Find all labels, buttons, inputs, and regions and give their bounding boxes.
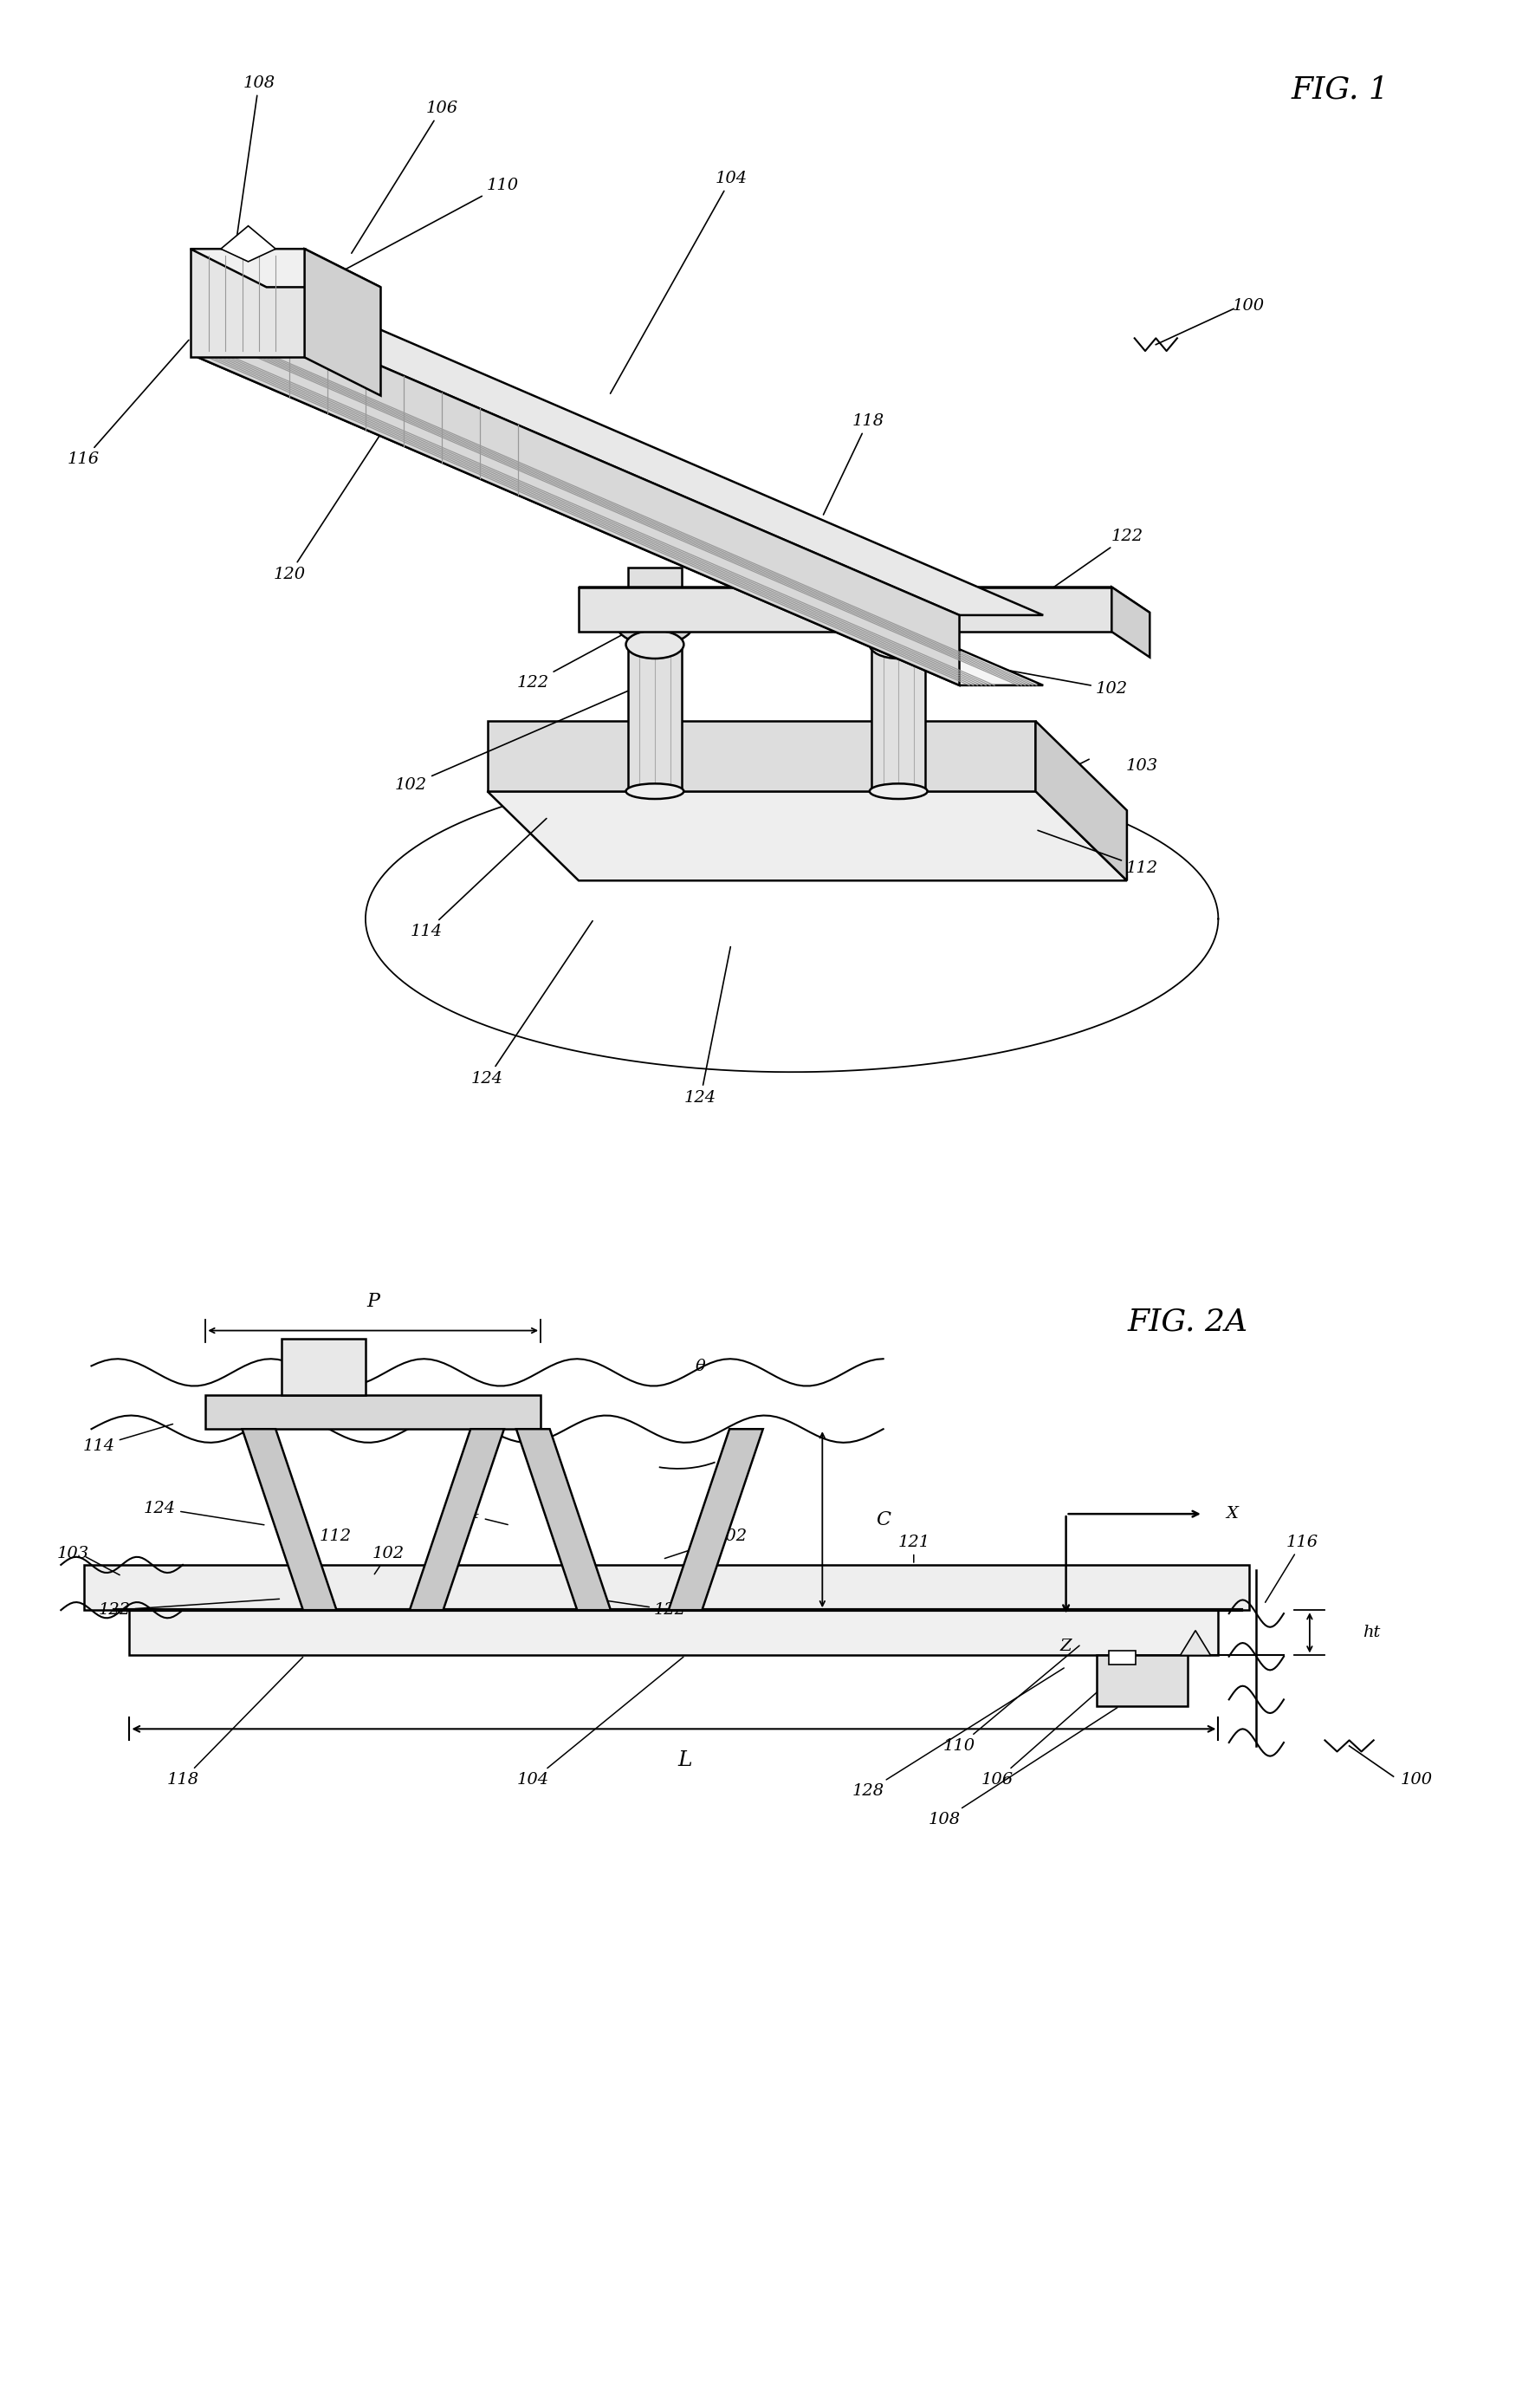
Text: 102: 102 <box>664 1529 747 1558</box>
Ellipse shape <box>626 631 683 657</box>
Text: 106: 106 <box>352 101 458 253</box>
Polygon shape <box>409 1428 504 1611</box>
Bar <box>1096 1654 1187 1707</box>
Text: 114: 114 <box>409 819 546 939</box>
Text: X: X <box>1225 1505 1237 1522</box>
Polygon shape <box>198 287 1043 614</box>
Polygon shape <box>578 588 1111 631</box>
Text: 112: 112 <box>1036 831 1158 877</box>
Polygon shape <box>190 248 304 356</box>
Text: 122: 122 <box>1036 527 1143 600</box>
Bar <box>205 1394 540 1428</box>
Text: ht: ht <box>1362 1625 1380 1640</box>
Text: 122: 122 <box>597 1599 686 1618</box>
Bar <box>282 1339 365 1394</box>
Text: 110: 110 <box>942 1645 1079 1753</box>
Text: 106: 106 <box>980 1688 1102 1787</box>
Text: 128: 128 <box>851 1669 1064 1799</box>
Text: 124: 124 <box>447 1505 507 1524</box>
Polygon shape <box>221 226 275 262</box>
Text: 124: 124 <box>683 946 731 1105</box>
Text: 121: 121 <box>896 1534 930 1563</box>
Polygon shape <box>1111 588 1149 657</box>
Text: 108: 108 <box>236 75 275 241</box>
Ellipse shape <box>869 631 927 657</box>
Polygon shape <box>629 568 680 792</box>
Text: 103: 103 <box>1125 759 1158 773</box>
Ellipse shape <box>860 607 936 645</box>
Text: 102: 102 <box>371 1546 405 1575</box>
Text: 102: 102 <box>939 657 1128 696</box>
Bar <box>84 1565 1248 1611</box>
Text: 122: 122 <box>516 626 638 691</box>
Polygon shape <box>668 1428 763 1611</box>
Bar <box>1108 1652 1135 1664</box>
Text: 116: 116 <box>67 340 189 467</box>
Text: 104: 104 <box>516 1657 683 1787</box>
Text: 122: 122 <box>97 1599 279 1618</box>
Text: 100: 100 <box>1231 299 1265 313</box>
Text: L: L <box>677 1751 693 1770</box>
Text: 124: 124 <box>143 1500 263 1524</box>
Text: 118: 118 <box>823 414 884 515</box>
Text: 103: 103 <box>56 1546 90 1560</box>
Text: 108: 108 <box>927 1707 1117 1828</box>
Text: 114: 114 <box>82 1423 172 1454</box>
Polygon shape <box>516 1428 610 1611</box>
Text: 112: 112 <box>306 1529 352 1546</box>
Polygon shape <box>487 720 1035 792</box>
Text: θ: θ <box>696 1358 705 1375</box>
Text: Z: Z <box>1059 1637 1071 1654</box>
Text: 124: 124 <box>470 920 592 1086</box>
Text: 102: 102 <box>394 691 630 792</box>
Polygon shape <box>190 248 380 287</box>
Text: C: C <box>875 1510 890 1529</box>
Polygon shape <box>304 248 380 395</box>
Ellipse shape <box>869 783 927 799</box>
Polygon shape <box>578 588 1149 612</box>
Text: 120: 120 <box>272 436 379 583</box>
Ellipse shape <box>616 607 693 645</box>
Text: 104: 104 <box>610 171 747 393</box>
Text: 110: 110 <box>314 178 519 287</box>
Polygon shape <box>1180 1630 1210 1654</box>
Polygon shape <box>872 638 925 792</box>
Ellipse shape <box>626 783 683 799</box>
Bar <box>129 1611 1218 1654</box>
Text: FIG. 2A: FIG. 2A <box>1126 1308 1248 1336</box>
Polygon shape <box>242 1428 336 1611</box>
Text: P: P <box>367 1291 379 1310</box>
Text: 118: 118 <box>166 1657 303 1787</box>
Polygon shape <box>198 356 1043 686</box>
Text: FIG. 1: FIG. 1 <box>1291 75 1388 104</box>
Text: 116: 116 <box>1265 1534 1318 1601</box>
Text: 100: 100 <box>1399 1772 1432 1787</box>
Polygon shape <box>487 792 1126 881</box>
Polygon shape <box>198 287 959 686</box>
Polygon shape <box>1035 720 1126 881</box>
